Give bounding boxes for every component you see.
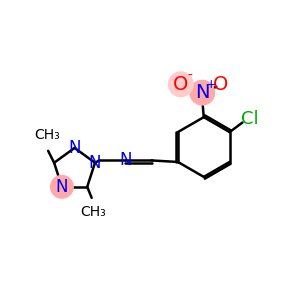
Text: O: O [173, 75, 188, 94]
Text: CH₃: CH₃ [34, 128, 59, 142]
Text: Cl: Cl [241, 110, 258, 128]
Text: N: N [119, 152, 132, 169]
Text: +: + [206, 78, 216, 92]
Text: N: N [195, 83, 209, 102]
Text: CH₃: CH₃ [80, 205, 106, 219]
Text: -: - [187, 69, 192, 83]
Text: N: N [89, 154, 101, 172]
Text: N: N [56, 178, 68, 196]
Text: O: O [213, 75, 229, 94]
Text: N: N [68, 139, 81, 157]
